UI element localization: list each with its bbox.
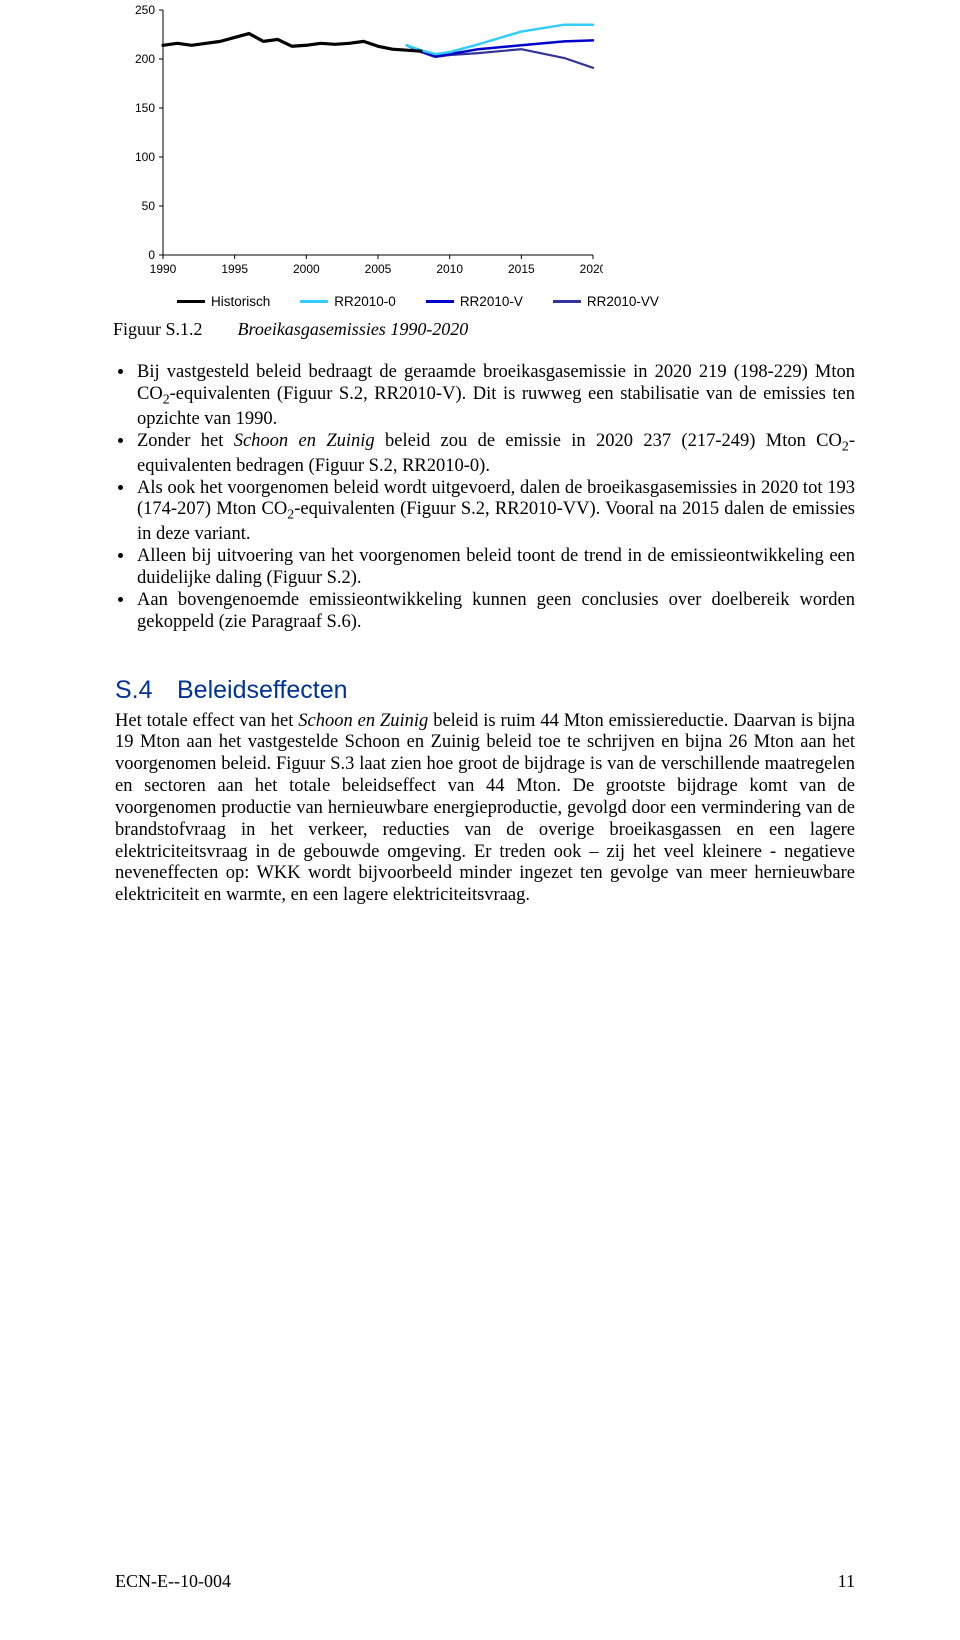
footer-doc-id: ECN-E--10-004 [115,1571,231,1592]
legend-swatch [553,300,581,303]
body-paragraph: Het totale effect van het Schoon en Zuin… [115,711,855,907]
line-chart: 0 50 100 150 200 250 1990 1995 2000 2005 2010 2015 2… [123,0,603,290]
bullet-item: Alleen bij uitvoering van het voorgenome… [135,546,855,590]
legend-label: RR2010-V [460,294,523,309]
legend-label: RR2010-0 [334,294,396,309]
legend-item: RR2010-VV [553,294,659,309]
svg-text:2020: 2020 [580,262,603,276]
section-title: Beleidseffecten [177,676,348,704]
chart-container: [Mton CO₂-eq] 05010015020025019901995200… [115,0,855,309]
figure-label: Figuur S.1.2 [113,319,233,340]
svg-text:1990: 1990 [150,262,177,276]
footer-page-number: 11 [838,1571,855,1592]
svg-text:50: 50 [142,199,156,213]
svg-text:1995: 1995 [221,262,248,276]
svg-text:250: 250 [135,3,155,17]
legend-label: RR2010-VV [587,294,659,309]
figure-title: Broeikasgasemissies 1990-2020 [238,319,469,339]
page-footer: ECN-E--10-004 11 [115,1571,855,1592]
bullet-item: Als ook het voorgenomen beleid wordt uit… [135,478,855,547]
svg-text:150: 150 [135,101,155,115]
legend-swatch [177,300,205,303]
svg-text:100: 100 [135,150,155,164]
bullet-item: Aan bovengenoemde emissieontwikkeling ku… [135,590,855,634]
bullet-list: Bij vastgesteld beleid bedraagt de geraa… [115,362,855,634]
chart-legend: Historisch RR2010-0 RR2010-V RR2010-VV [177,294,855,309]
legend-swatch [426,300,454,303]
svg-text:2015: 2015 [508,262,535,276]
legend-item: RR2010-0 [300,294,396,309]
legend-swatch [300,300,328,303]
svg-text:2000: 2000 [293,262,320,276]
svg-text:200: 200 [135,52,155,66]
legend-item: Historisch [177,294,270,309]
svg-text:2010: 2010 [436,262,463,276]
legend-item: RR2010-V [426,294,523,309]
svg-text:2005: 2005 [365,262,392,276]
bullet-item: Zonder het Schoon en Zuinig beleid zou d… [135,431,855,478]
section-number: S.4 [115,676,177,705]
figure-caption: Figuur S.1.2 Broeikasgasemissies 1990-20… [113,319,855,340]
legend-label: Historisch [211,294,270,309]
section-heading: S.4Beleidseffecten [115,676,855,705]
bullet-item: Bij vastgesteld beleid bedraagt de geraa… [135,362,855,431]
svg-text:0: 0 [148,248,155,262]
